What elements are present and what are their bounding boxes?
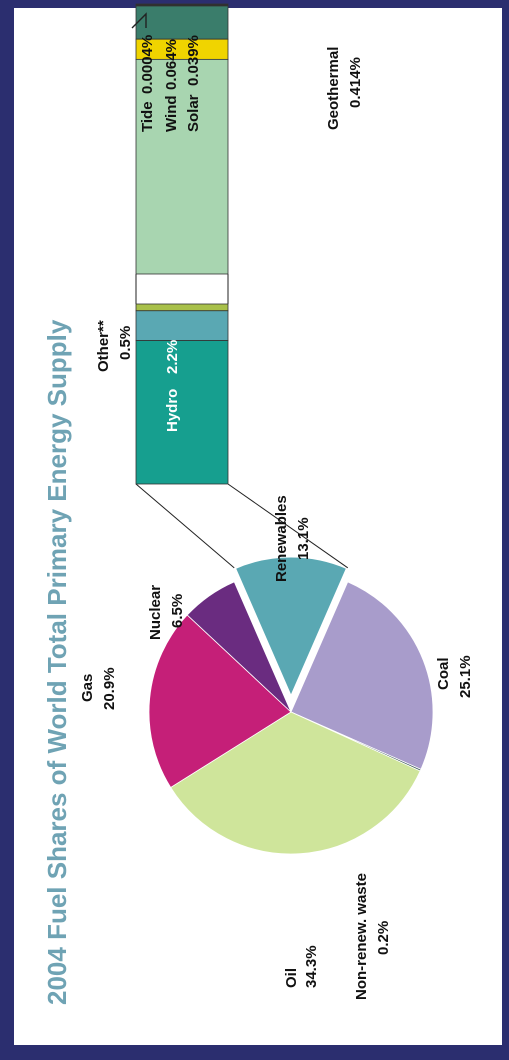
pie-slice-gas bbox=[148, 614, 292, 789]
slice-label-gas-value: 20.9% bbox=[101, 667, 118, 710]
seg-label-wind-name: Wind bbox=[163, 95, 180, 132]
seg-label-combustible-line4: ren. waste bbox=[327, 397, 344, 470]
seg-label-other-name: Other** bbox=[95, 320, 112, 372]
seg-label-combustible-line3: and bbox=[307, 415, 324, 442]
slice-label-non-renew-waste: Non-renew. waste 0.2% bbox=[353, 873, 392, 1000]
pie-slice-nuclear bbox=[186, 581, 292, 713]
seg-label-solar-value: 0.039% bbox=[185, 35, 202, 86]
slice-label-renewables-name: Renewables bbox=[273, 495, 290, 582]
seg-label-wind-value: 0.064% bbox=[163, 39, 180, 90]
bar-segment-geothermal bbox=[135, 58, 229, 275]
slice-label-coal-name: Coal bbox=[435, 657, 452, 690]
slice-label-coal: Coal 25.1% bbox=[435, 655, 474, 698]
slice-label-coal-value: 25.1% bbox=[457, 655, 474, 698]
connector-line-right bbox=[227, 483, 349, 569]
pie-slice-renewables bbox=[232, 554, 350, 702]
seg-label-hydro: Hydro 2.2% bbox=[164, 340, 181, 432]
renewables-bar bbox=[135, 303, 229, 485]
pie-slice-oil bbox=[170, 711, 421, 855]
slice-label-non-renew-waste-value: 0.2% bbox=[375, 921, 392, 955]
seg-label-other: Other** 0.5% bbox=[95, 320, 134, 372]
slice-label-nuclear-name: Nuclear bbox=[147, 585, 164, 640]
chart-panel bbox=[14, 8, 502, 1045]
seg-label-hydro-value: 2.2% bbox=[164, 340, 181, 374]
slice-label-gas: Gas 20.9% bbox=[79, 667, 118, 710]
seg-label-geothermal: Geothermal 0.414% bbox=[325, 47, 364, 130]
slice-label-gas-name: Gas bbox=[79, 674, 96, 702]
seg-label-wind: Wind 0.064% bbox=[163, 39, 180, 132]
slice-label-nuclear: Nuclear 6.5% bbox=[147, 585, 186, 640]
seg-label-solar: Solar 0.039% bbox=[185, 35, 202, 132]
tide-pointer-arrow bbox=[131, 12, 147, 29]
seg-label-combustible: Combustible renewables and ren. waste 10… bbox=[267, 385, 364, 476]
seg-label-geothermal-value: 0.414% bbox=[347, 57, 364, 108]
slice-label-oil-value: 34.3% bbox=[303, 945, 320, 988]
seg-label-geothermal-name: Geothermal bbox=[325, 47, 342, 130]
seg-label-combustible-line5: 10.6% bbox=[347, 409, 364, 452]
slice-label-oil-name: Oil bbox=[283, 968, 300, 988]
seg-label-combustible-line2: renewables bbox=[287, 392, 304, 474]
seg-label-tide: Tide 0.0004% bbox=[139, 35, 156, 132]
other-bar bbox=[131, 3, 229, 275]
pie-chart bbox=[148, 554, 434, 855]
seg-label-tide-name: Tide bbox=[139, 101, 156, 132]
chart-title: 2004 Fuel Shares of World Total Primary … bbox=[42, 319, 72, 1005]
slice-label-non-renew-waste-name: Non-renew. waste bbox=[353, 873, 370, 1000]
connector-line-left bbox=[135, 483, 235, 569]
bar-segment-wind bbox=[135, 5, 229, 40]
seg-label-tide-value: 0.0004% bbox=[139, 35, 156, 94]
pie-slice-coal bbox=[290, 581, 434, 770]
bar-segment-hydro bbox=[135, 310, 229, 341]
bar-segment-other bbox=[135, 303, 229, 312]
pie-labels: Oil 34.3% Non-renew. waste 0.2% Coal 25.… bbox=[79, 495, 474, 1000]
other-bar-labels: Tide 0.0004% Wind 0.064% Solar 0.039% Ge… bbox=[139, 35, 364, 132]
seg-label-other-value: 0.5% bbox=[117, 326, 134, 360]
slice-label-renewables-value: 13.1% bbox=[295, 517, 312, 560]
seg-label-hydro-name: Hydro bbox=[164, 389, 181, 432]
seg-label-combustible-line1: Combustible bbox=[267, 385, 284, 476]
bar-segment-combustible-renewables-and-ren-waste bbox=[135, 340, 229, 485]
slice-label-nuclear-value: 6.5% bbox=[169, 594, 186, 628]
slice-label-oil: Oil 34.3% bbox=[283, 945, 320, 988]
slice-label-renewables: Renewables 13.1% bbox=[273, 495, 312, 582]
zoom-connectors bbox=[135, 274, 349, 569]
renewables-bar-labels: Other** 0.5% Hydro 2.2% Combustible rene… bbox=[95, 320, 364, 476]
seg-label-solar-name: Solar bbox=[185, 94, 202, 132]
